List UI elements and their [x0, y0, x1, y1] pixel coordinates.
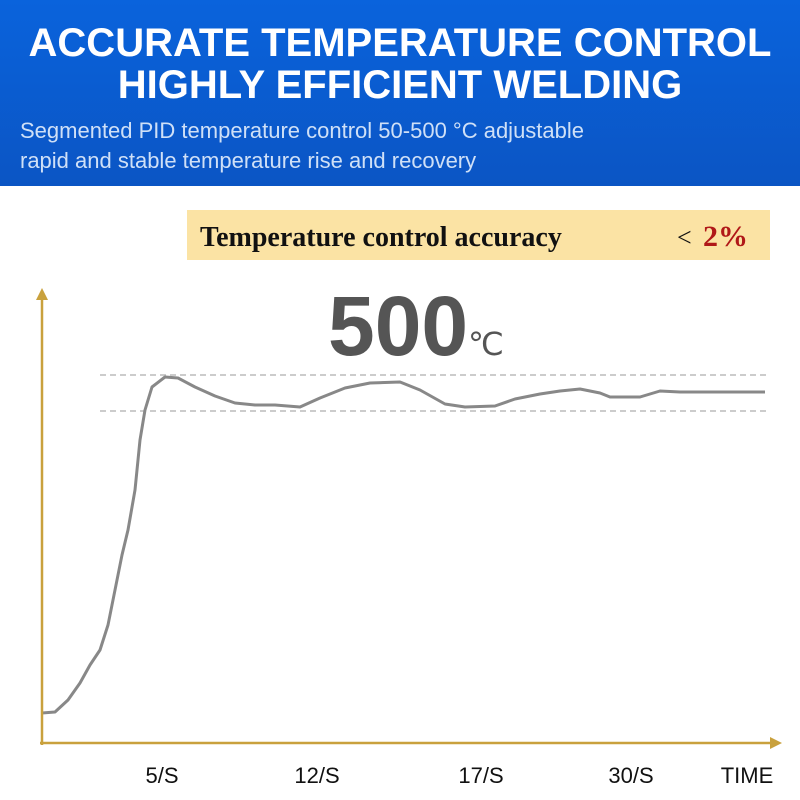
x-labels: 5/S 12/S 17/S 30/S TIME: [145, 763, 773, 788]
x-label: 5/S: [145, 763, 178, 788]
x-label: 17/S: [458, 763, 503, 788]
x-label: TIME: [721, 763, 774, 788]
banner-label: Temperature control accuracy: [200, 222, 562, 253]
x-label: 30/S: [608, 763, 653, 788]
banner-symbol: <: [677, 223, 692, 252]
title-line: HIGHLY EFFICIENT WELDING: [118, 63, 682, 107]
target-temperature: 500: [328, 279, 468, 373]
subtitle-line: rapid and stable temperature rise and re…: [20, 148, 476, 173]
temperature-curve: [41, 375, 765, 715]
accuracy-banner: [187, 210, 770, 260]
x-axis-arrow: [770, 737, 782, 749]
banner-value: 2%: [703, 220, 748, 253]
y-axis-arrow: [36, 288, 48, 300]
x-label: 12/S: [294, 763, 339, 788]
header-band: [0, 0, 800, 186]
title-line: ACCURATE TEMPERATURE CONTROL: [29, 21, 772, 65]
subtitle-line: Segmented PID temperature control 50-500…: [20, 118, 584, 143]
target-unit: ℃: [468, 326, 504, 362]
